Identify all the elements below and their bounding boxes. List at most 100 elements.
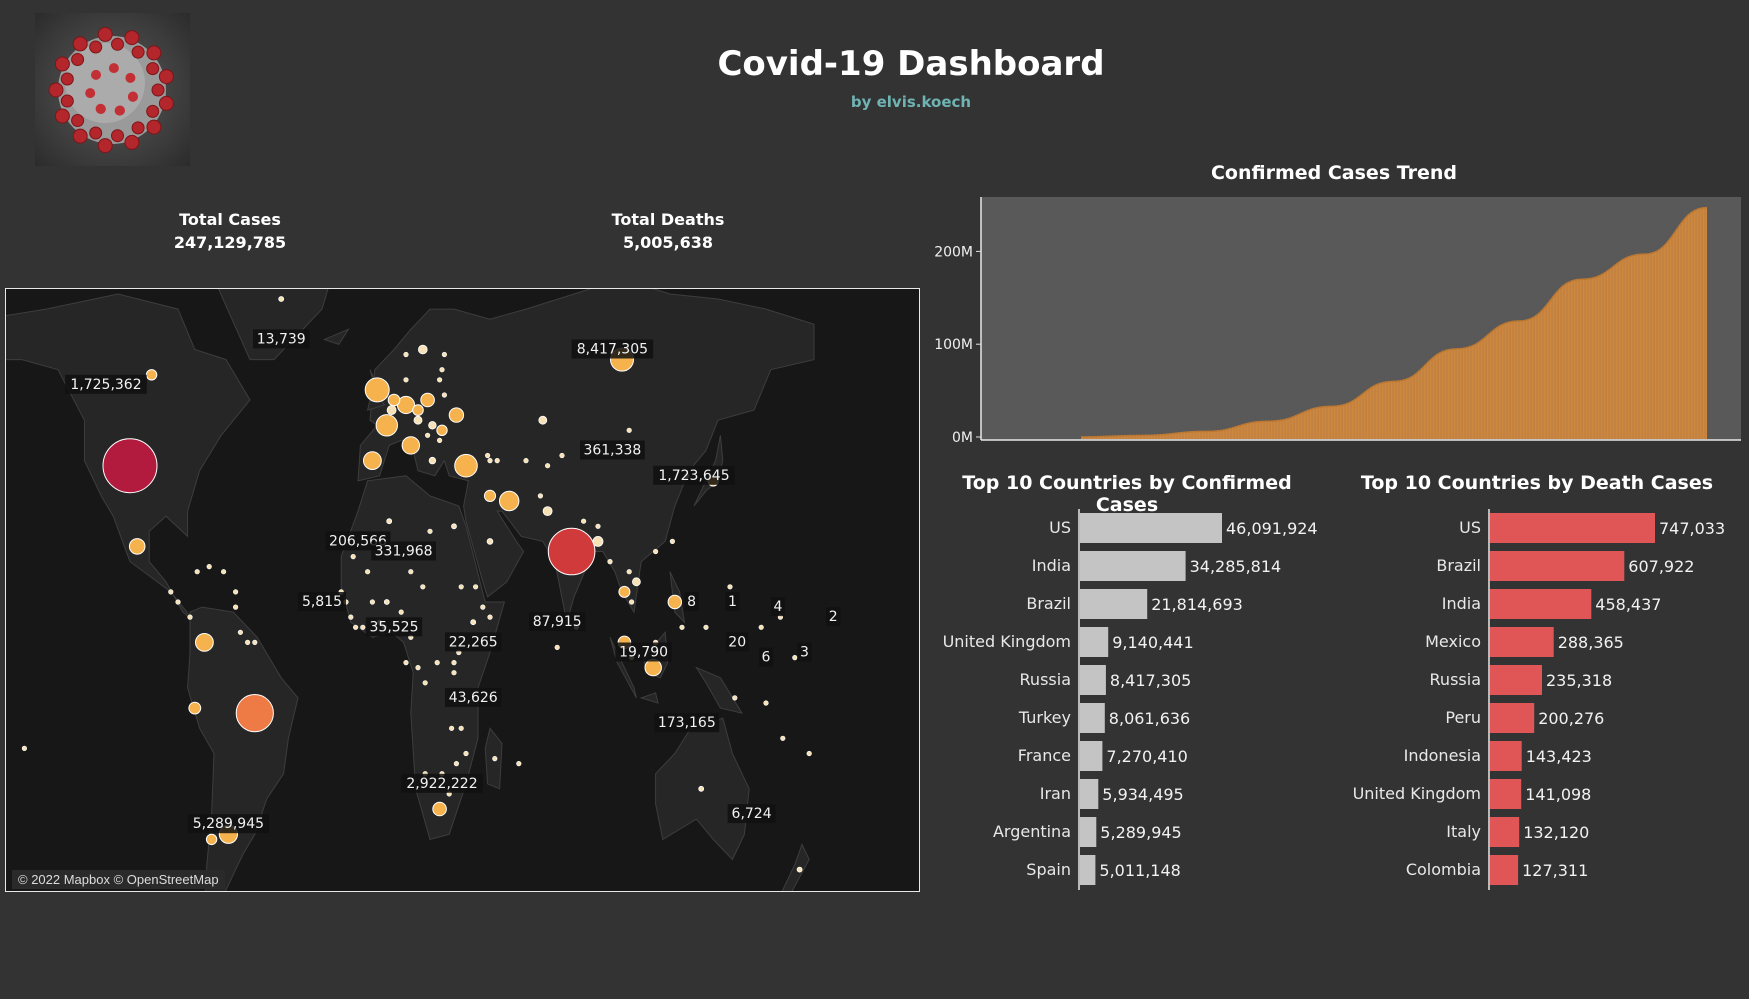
virus-spike bbox=[146, 104, 160, 118]
map-dot bbox=[559, 452, 565, 459]
map-dot bbox=[237, 629, 243, 635]
bar-value-label: 132,120 bbox=[1523, 823, 1589, 842]
map-bubble bbox=[428, 456, 437, 465]
map-dot bbox=[626, 569, 632, 575]
map-value-label: 2 bbox=[829, 609, 838, 625]
confirmed-bar-chart[interactable]: US 46,091,924 India 34,285,814 Brazil 21,814,… bbox=[936, 505, 1336, 894]
deaths-bar-chart[interactable]: US 747,033 Brazil 607,922 India 458,437 Mexico… bbox=[1350, 505, 1745, 894]
map-dot bbox=[703, 624, 709, 630]
map-value-label: 87,915 bbox=[533, 614, 582, 630]
map-bubble bbox=[364, 377, 390, 403]
map-bubble bbox=[383, 599, 390, 605]
map-dot bbox=[492, 756, 498, 762]
map-dot bbox=[537, 493, 544, 499]
bar-value-label: 141,098 bbox=[1525, 785, 1591, 804]
map-dot bbox=[628, 599, 635, 605]
bar-value-label: 9,140,441 bbox=[1112, 633, 1193, 652]
map-dot bbox=[168, 589, 174, 595]
bar-category-label: Argentina bbox=[993, 822, 1071, 841]
world-bubble-map[interactable]: 1,725,362 13,739 8,417,305 361,338 1,723,645… bbox=[5, 288, 920, 892]
map-dot bbox=[516, 761, 522, 767]
bar-category-label: Brazil bbox=[1026, 594, 1071, 613]
bar-category-label: Mexico bbox=[1425, 632, 1481, 651]
map-dot bbox=[360, 624, 366, 630]
map-dot bbox=[523, 458, 529, 464]
map-label-bg bbox=[371, 541, 436, 561]
virus-spike bbox=[54, 56, 70, 72]
map-bubble bbox=[796, 866, 803, 873]
bar-value-label: 235,318 bbox=[1546, 671, 1612, 690]
confirmed-bar-chart-title: Top 10 Countries by Confirmed Cases bbox=[962, 472, 1292, 516]
map-label-bg bbox=[365, 617, 423, 637]
map-value-label: 1,723,645 bbox=[658, 468, 729, 484]
map-dot bbox=[403, 660, 409, 666]
map-bubble bbox=[483, 489, 497, 502]
map-value-label: 8 bbox=[687, 594, 696, 610]
bar bbox=[1490, 779, 1522, 809]
virus-spike bbox=[146, 119, 162, 135]
trend-chart[interactable]: 0M 100M 200M bbox=[929, 197, 1743, 447]
deaths-bar-chart-svg[interactable]: US 747,033 Brazil 607,922 India 458,437 Mexico… bbox=[1350, 505, 1745, 892]
virus-spike bbox=[97, 138, 113, 154]
map-dot bbox=[398, 609, 404, 615]
map-label-bg bbox=[65, 374, 147, 394]
map-dot bbox=[194, 569, 200, 575]
virus-spike bbox=[95, 103, 106, 114]
map-dot bbox=[727, 584, 733, 590]
map-value-label: 19,790 bbox=[619, 645, 668, 661]
map-bubble bbox=[547, 527, 596, 576]
map-dot bbox=[408, 569, 414, 575]
bar-value-label: 8,061,636 bbox=[1109, 709, 1190, 728]
bar bbox=[1080, 589, 1148, 619]
map-dot bbox=[453, 761, 460, 767]
confirmed-bar-chart-svg[interactable]: US 46,091,924 India 34,285,814 Brazil 21,814,… bbox=[936, 505, 1336, 892]
bar bbox=[1080, 817, 1097, 847]
virus-spike bbox=[91, 69, 101, 80]
map-dot bbox=[403, 351, 409, 358]
virus-spike bbox=[114, 105, 125, 116]
bar-value-label: 143,423 bbox=[1526, 747, 1592, 766]
map-canvas[interactable]: 1,725,362 13,739 8,417,305 361,338 1,723,645… bbox=[6, 289, 919, 891]
bar-value-label: 458,437 bbox=[1595, 595, 1661, 614]
map-bubble bbox=[436, 424, 448, 437]
virus-spike bbox=[72, 36, 88, 52]
virus-spike bbox=[125, 72, 136, 83]
map-dot bbox=[554, 644, 560, 651]
trend-stripes bbox=[1080, 205, 1706, 439]
bar-value-label: 5,011,148 bbox=[1099, 861, 1180, 880]
map-dot bbox=[21, 745, 28, 752]
bar-value-label: 46,091,924 bbox=[1226, 519, 1318, 538]
total-deaths-kpi: Total Deaths 5,005,638 bbox=[518, 210, 818, 252]
map-dot bbox=[669, 538, 676, 544]
trend-chart-svg[interactable]: 0M 100M 200M bbox=[929, 197, 1743, 446]
map-label-bg bbox=[684, 592, 699, 611]
map-attribution[interactable]: © 2022 Mapbox © OpenStreetMap bbox=[12, 870, 225, 889]
bar-category-label: Indonesia bbox=[1404, 746, 1481, 765]
map-dot bbox=[595, 523, 601, 529]
map-label-bg bbox=[445, 687, 502, 707]
map-bubble bbox=[386, 518, 393, 525]
virus-spike bbox=[71, 53, 85, 66]
map-dot bbox=[422, 680, 428, 686]
map-bubble bbox=[698, 785, 705, 792]
map-dot bbox=[415, 665, 421, 671]
map-dot bbox=[350, 554, 356, 560]
virus-spike bbox=[48, 82, 64, 98]
bar bbox=[1080, 741, 1103, 771]
map-value-label: 1,725,362 bbox=[70, 377, 141, 393]
map-value-label: 331,968 bbox=[375, 544, 433, 560]
map-label-bg bbox=[727, 804, 776, 824]
map-label-bg bbox=[580, 440, 645, 460]
map-bubble bbox=[375, 414, 398, 437]
trend-y-tick-label: 0M bbox=[952, 430, 973, 443]
map-dot bbox=[441, 351, 448, 358]
map-dot bbox=[607, 559, 613, 565]
bar bbox=[1080, 703, 1105, 733]
map-dot bbox=[441, 392, 448, 398]
map-dot bbox=[652, 548, 659, 555]
map-value-label: 4 bbox=[774, 599, 783, 615]
bar bbox=[1080, 665, 1106, 695]
bar-value-label: 607,922 bbox=[1628, 557, 1694, 576]
map-bubble bbox=[448, 407, 465, 423]
map-dot bbox=[252, 639, 258, 646]
